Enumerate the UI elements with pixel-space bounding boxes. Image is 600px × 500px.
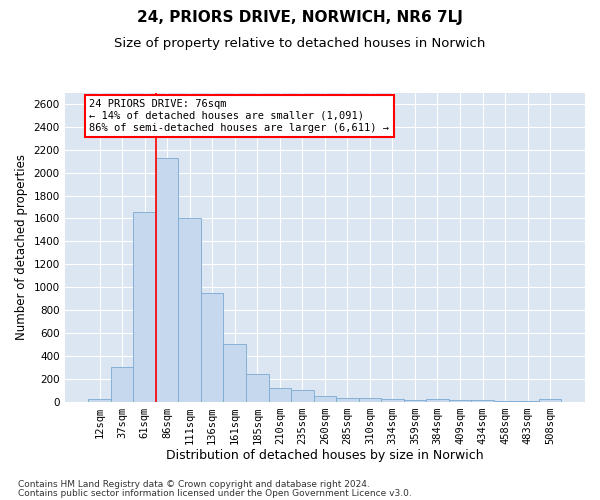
Bar — [336, 398, 359, 402]
Bar — [269, 388, 291, 402]
Bar — [246, 374, 269, 402]
Bar — [426, 400, 449, 402]
Bar — [539, 400, 562, 402]
Bar — [449, 400, 471, 402]
Bar — [178, 218, 201, 402]
Bar — [201, 293, 223, 402]
Bar — [88, 398, 111, 402]
Bar — [314, 396, 336, 402]
Bar — [494, 400, 516, 402]
Bar — [156, 158, 178, 402]
Text: Size of property relative to detached houses in Norwich: Size of property relative to detached ho… — [115, 38, 485, 51]
Text: 24 PRIORS DRIVE: 76sqm
← 14% of detached houses are smaller (1,091)
86% of semi-: 24 PRIORS DRIVE: 76sqm ← 14% of detached… — [89, 100, 389, 132]
Bar — [359, 398, 381, 402]
Text: Contains public sector information licensed under the Open Government Licence v3: Contains public sector information licen… — [18, 488, 412, 498]
Bar — [223, 344, 246, 402]
Bar — [381, 400, 404, 402]
Y-axis label: Number of detached properties: Number of detached properties — [15, 154, 28, 340]
Bar — [111, 367, 133, 402]
Text: Contains HM Land Registry data © Crown copyright and database right 2024.: Contains HM Land Registry data © Crown c… — [18, 480, 370, 489]
Bar — [516, 401, 539, 402]
Bar — [133, 212, 156, 402]
X-axis label: Distribution of detached houses by size in Norwich: Distribution of detached houses by size … — [166, 450, 484, 462]
Bar — [471, 400, 494, 402]
Text: 24, PRIORS DRIVE, NORWICH, NR6 7LJ: 24, PRIORS DRIVE, NORWICH, NR6 7LJ — [137, 10, 463, 25]
Bar — [291, 390, 314, 402]
Bar — [404, 400, 426, 402]
